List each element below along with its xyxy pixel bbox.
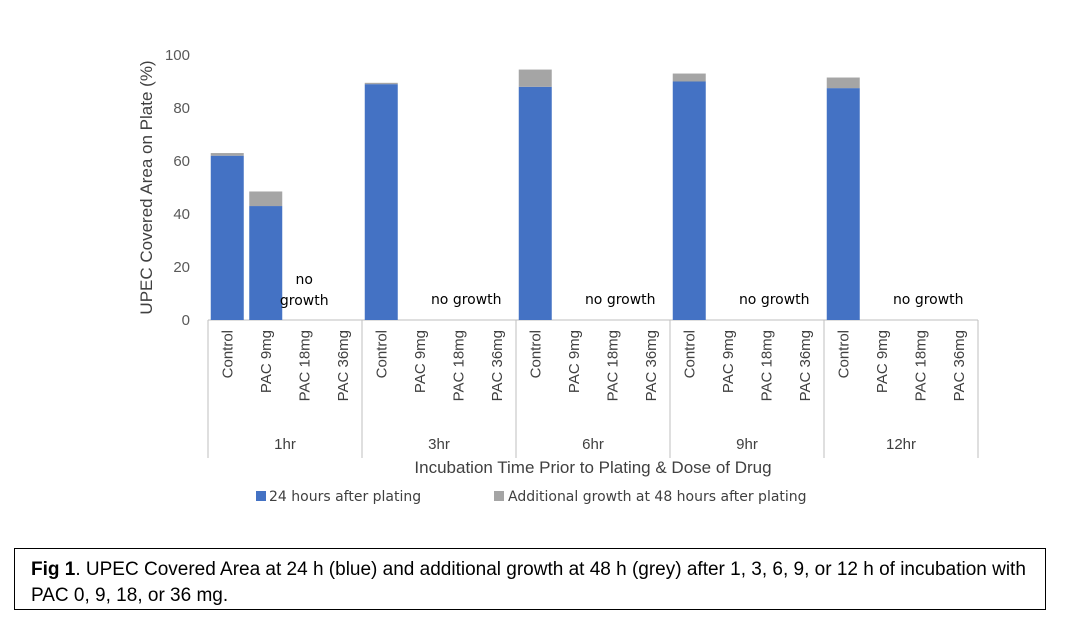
group-label: 6hr xyxy=(582,436,604,453)
category-label: PAC 36mg xyxy=(797,330,814,401)
bar-48h-additional xyxy=(364,82,398,85)
group-label: 3hr xyxy=(428,436,450,453)
bar-48h-additional xyxy=(210,153,244,156)
category-label: PAC 9mg xyxy=(566,330,583,393)
group-label: 9hr xyxy=(736,436,758,453)
y-tick-label: 60 xyxy=(173,153,190,170)
category-label: Control xyxy=(373,330,390,378)
category-label: PAC 36mg xyxy=(643,330,660,401)
category-label: PAC 18mg xyxy=(912,330,929,401)
no-growth-annotation: no growth xyxy=(431,292,502,308)
caption-text: . UPEC Covered Area at 24 h (blue) and a… xyxy=(31,559,1026,606)
y-tick-label: 80 xyxy=(173,100,190,117)
bar-48h-additional xyxy=(249,191,283,207)
x-axis-title: Incubation Time Prior to Plating & Dose … xyxy=(414,458,771,477)
bar-24h xyxy=(672,81,706,320)
no-growth-annotation: no growth xyxy=(893,292,964,308)
bar-24h xyxy=(249,206,283,320)
y-tick-label: 20 xyxy=(173,259,190,276)
no-growth-annotation: growth xyxy=(280,293,329,309)
bar-24h xyxy=(826,88,860,320)
category-label: Control xyxy=(681,330,698,378)
bar-48h-additional xyxy=(672,73,706,82)
group-label: 12hr xyxy=(886,436,916,453)
no-growth-annotation: no growth xyxy=(739,292,810,308)
bar-24h xyxy=(518,86,552,320)
category-label: Control xyxy=(835,330,852,378)
legend-label-24h: 24 hours after plating xyxy=(269,489,421,505)
legend-swatch-48h xyxy=(494,491,504,501)
y-tick-label: 40 xyxy=(173,206,190,223)
category-label: PAC 18mg xyxy=(604,330,621,401)
category-label: PAC 18mg xyxy=(758,330,775,401)
legend-label-48h: Additional growth at 48 hours after plat… xyxy=(508,489,807,505)
stacked-bar-chart: 0 20 40 60 80 100 UPEC Covered Area on Plate (… xyxy=(137,47,979,505)
category-label: Control xyxy=(219,330,236,378)
bar-24h xyxy=(210,155,244,320)
category-label: Control xyxy=(527,330,544,378)
category-label: PAC 18mg xyxy=(296,330,313,401)
y-tick-label: 0 xyxy=(182,312,190,329)
figure-caption: Fig 1. UPEC Covered Area at 24 h (blue) … xyxy=(14,548,1046,610)
category-label: PAC 9mg xyxy=(720,330,737,393)
category-label: PAC 18mg xyxy=(450,330,467,401)
bar-48h-additional xyxy=(518,69,552,87)
bar-24h xyxy=(364,84,398,321)
category-label: PAC 36mg xyxy=(951,330,968,401)
category-label: PAC 9mg xyxy=(412,330,429,393)
y-axis-title: UPEC Covered Area on Plate (%) xyxy=(137,60,156,314)
y-tick-label: 100 xyxy=(165,47,190,64)
group-label: 1hr xyxy=(274,436,296,453)
category-label: PAC 36mg xyxy=(489,330,506,401)
caption-label: Fig 1 xyxy=(31,559,76,580)
no-growth-annotation: no growth xyxy=(585,292,656,308)
category-label: PAC 9mg xyxy=(258,330,275,393)
legend-swatch-24h xyxy=(256,491,266,501)
bar-48h-additional xyxy=(826,77,860,89)
category-label: PAC 9mg xyxy=(874,330,891,393)
category-label: PAC 36mg xyxy=(335,330,352,401)
no-growth-annotation: no xyxy=(296,272,313,288)
